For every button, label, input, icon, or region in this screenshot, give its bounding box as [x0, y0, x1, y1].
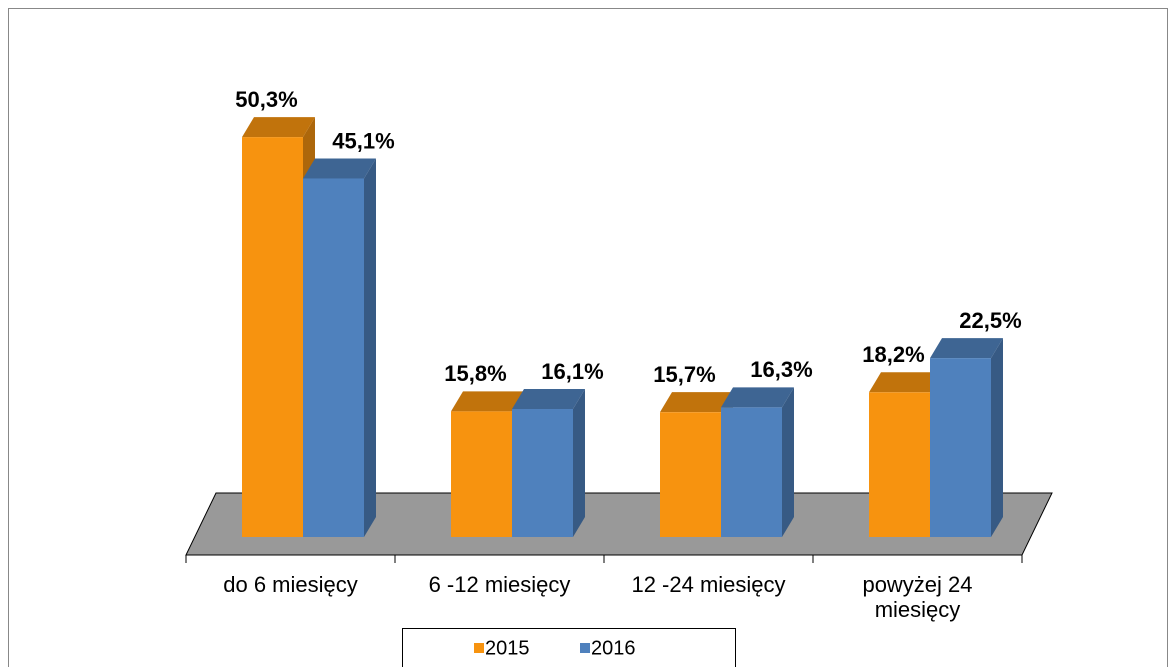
- x-tick-label-box: 12 -24 miesięcy: [631, 572, 786, 597]
- x-tick-label-box: powyżej 24 miesięcy: [862, 572, 973, 622]
- bar-top: [303, 158, 376, 179]
- legend-swatch: [580, 643, 590, 653]
- bar-top: [512, 389, 585, 410]
- value-label: 50,3%: [235, 87, 297, 112]
- bar-front: [512, 409, 573, 537]
- value-label: 18,2%: [862, 342, 924, 367]
- x-tick-label: powyżej 24 miesięcy: [862, 572, 973, 622]
- value-label: 15,8%: [444, 361, 506, 386]
- value-label: 15,7%: [653, 362, 715, 387]
- bar-front: [660, 412, 721, 537]
- bar-side: [782, 387, 794, 537]
- bar-top: [930, 338, 1003, 359]
- legend-label: 2015: [485, 637, 530, 659]
- x-tick-label: 6 -12 miesięcy: [428, 572, 571, 597]
- bar-front: [869, 392, 930, 537]
- bar-top: [660, 392, 733, 413]
- value-label: 22,5%: [959, 308, 1021, 333]
- bar: [512, 389, 585, 537]
- bar: [869, 372, 942, 537]
- bar-front: [303, 178, 364, 537]
- value-label: 16,3%: [750, 357, 812, 382]
- bar-front: [242, 137, 303, 538]
- bar-top: [869, 372, 942, 393]
- x-tick-label: do 6 miesięcy: [223, 572, 358, 597]
- chart-border: [8, 8, 1168, 667]
- bar-front: [930, 358, 991, 537]
- value-label: 45,1%: [332, 128, 394, 153]
- bar-side: [573, 389, 585, 537]
- x-tick-label: 12 -24 miesięcy: [631, 572, 786, 597]
- bar: [930, 338, 1003, 537]
- floor: [185, 492, 1053, 556]
- bar: [303, 158, 376, 537]
- bar-side: [364, 158, 376, 537]
- value-label: 16,1%: [541, 359, 603, 384]
- x-tick-label-box: do 6 miesięcy: [223, 572, 358, 597]
- bar-front: [721, 407, 782, 537]
- legend-label: 2016: [591, 637, 636, 659]
- bar-top: [451, 391, 524, 412]
- bar-front: [451, 411, 512, 537]
- bar-side: [991, 338, 1003, 537]
- bar: [721, 387, 794, 537]
- bar-top: [721, 387, 794, 408]
- legend: [402, 628, 736, 667]
- x-tick-label-box: 6 -12 miesięcy: [428, 572, 571, 597]
- bar: [242, 117, 315, 538]
- bar-top: [242, 117, 315, 138]
- legend-swatch: [474, 643, 484, 653]
